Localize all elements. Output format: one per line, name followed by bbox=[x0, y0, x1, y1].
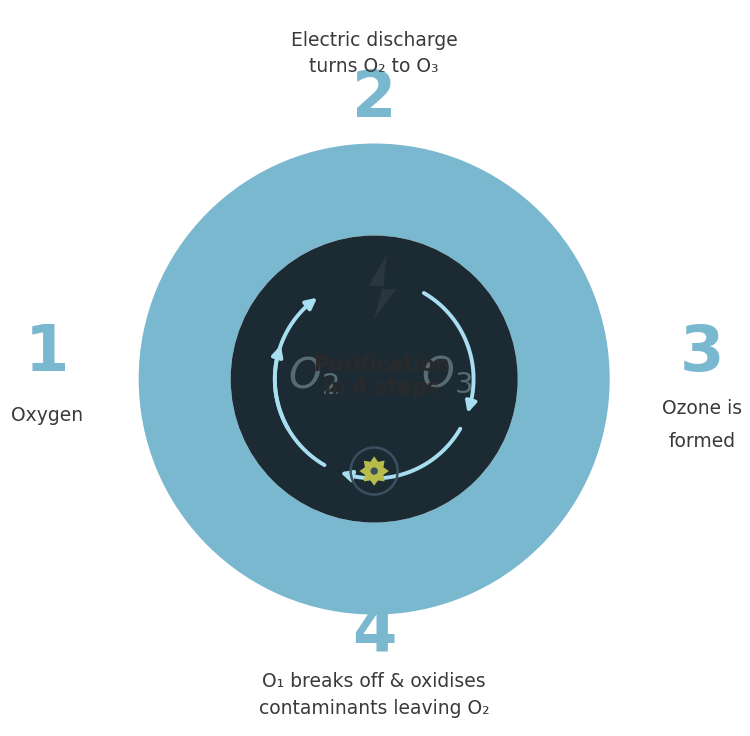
Text: 3: 3 bbox=[680, 322, 724, 384]
Text: turns O₂ to O₃: turns O₂ to O₃ bbox=[309, 57, 439, 76]
Text: O$_3$: O$_3$ bbox=[421, 354, 472, 397]
Text: 1: 1 bbox=[25, 322, 69, 384]
Wedge shape bbox=[139, 144, 610, 615]
Text: 2: 2 bbox=[352, 68, 396, 130]
Text: O₁ breaks off & oxidises: O₁ breaks off & oxidises bbox=[262, 672, 486, 691]
Text: formed: formed bbox=[668, 432, 735, 451]
Circle shape bbox=[370, 467, 378, 475]
Polygon shape bbox=[368, 255, 396, 320]
Text: O$_2$: O$_2$ bbox=[288, 354, 338, 397]
Polygon shape bbox=[359, 456, 389, 486]
Text: contaminants leaving O₂: contaminants leaving O₂ bbox=[259, 698, 490, 718]
Circle shape bbox=[231, 236, 518, 523]
Text: Oxygen: Oxygen bbox=[10, 406, 82, 425]
Text: Purification
in 4 steps: Purification in 4 steps bbox=[314, 355, 450, 398]
Text: Ozone is: Ozone is bbox=[662, 399, 742, 418]
Text: 4: 4 bbox=[352, 604, 396, 665]
Text: Electric discharge: Electric discharge bbox=[291, 31, 458, 50]
